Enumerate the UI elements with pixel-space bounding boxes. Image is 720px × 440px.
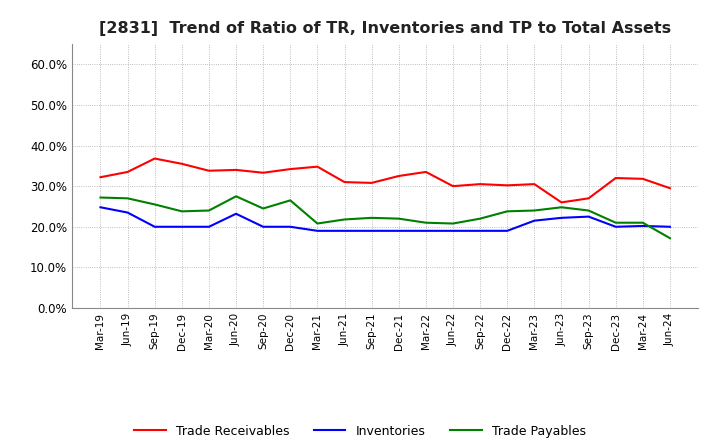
Trade Payables — [639, 220, 647, 225]
Inventories — [449, 228, 457, 234]
Trade Receivables — [286, 166, 294, 172]
Trade Payables — [150, 202, 159, 207]
Inventories — [123, 210, 132, 215]
Inventories — [395, 228, 403, 234]
Trade Payables — [503, 209, 511, 214]
Inventories — [639, 224, 647, 229]
Inventories — [286, 224, 294, 229]
Inventories — [96, 205, 105, 210]
Trade Receivables — [449, 183, 457, 189]
Inventories — [367, 228, 376, 234]
Trade Receivables — [178, 161, 186, 166]
Trade Receivables — [530, 181, 539, 187]
Trade Payables — [232, 194, 240, 199]
Inventories — [421, 228, 430, 234]
Trade Payables — [313, 221, 322, 226]
Trade Receivables — [341, 180, 349, 185]
Trade Receivables — [584, 196, 593, 201]
Trade Receivables — [367, 180, 376, 186]
Inventories — [259, 224, 268, 229]
Inventories — [665, 224, 674, 229]
Trade Payables — [665, 235, 674, 241]
Trade Payables — [530, 208, 539, 213]
Trade Payables — [96, 195, 105, 200]
Trade Receivables — [259, 170, 268, 176]
Trade Receivables — [503, 183, 511, 188]
Trade Payables — [395, 216, 403, 221]
Inventories — [204, 224, 213, 229]
Trade Receivables — [476, 181, 485, 187]
Trade Receivables — [557, 200, 566, 205]
Inventories — [530, 218, 539, 224]
Trade Receivables — [611, 176, 620, 181]
Inventories — [178, 224, 186, 229]
Trade Payables — [123, 196, 132, 201]
Inventories — [150, 224, 159, 229]
Inventories — [557, 215, 566, 220]
Trade Receivables — [313, 164, 322, 169]
Trade Receivables — [123, 169, 132, 175]
Trade Payables — [341, 217, 349, 222]
Trade Payables — [557, 205, 566, 210]
Trade Payables — [178, 209, 186, 214]
Inventories — [584, 214, 593, 219]
Trade Receivables — [639, 176, 647, 181]
Trade Payables — [286, 198, 294, 203]
Trade Payables — [204, 208, 213, 213]
Inventories — [503, 228, 511, 234]
Trade Payables — [584, 208, 593, 213]
Trade Receivables — [204, 168, 213, 173]
Inventories — [611, 224, 620, 229]
Trade Receivables — [421, 169, 430, 175]
Inventories — [232, 211, 240, 216]
Inventories — [341, 228, 349, 234]
Trade Payables — [367, 215, 376, 220]
Line: Trade Payables: Trade Payables — [101, 196, 670, 238]
Trade Payables — [421, 220, 430, 225]
Line: Trade Receivables: Trade Receivables — [101, 158, 670, 202]
Trade Receivables — [665, 186, 674, 191]
Trade Receivables — [395, 173, 403, 179]
Line: Inventories: Inventories — [101, 207, 670, 231]
Trade Payables — [449, 221, 457, 226]
Trade Receivables — [150, 156, 159, 161]
Trade Payables — [259, 206, 268, 211]
Inventories — [313, 228, 322, 234]
Trade Receivables — [232, 167, 240, 172]
Inventories — [476, 228, 485, 234]
Trade Receivables — [96, 175, 105, 180]
Trade Payables — [476, 216, 485, 221]
Trade Payables — [611, 220, 620, 225]
Title: [2831]  Trend of Ratio of TR, Inventories and TP to Total Assets: [2831] Trend of Ratio of TR, Inventories… — [99, 21, 671, 36]
Legend: Trade Receivables, Inventories, Trade Payables: Trade Receivables, Inventories, Trade Pa… — [130, 420, 590, 440]
